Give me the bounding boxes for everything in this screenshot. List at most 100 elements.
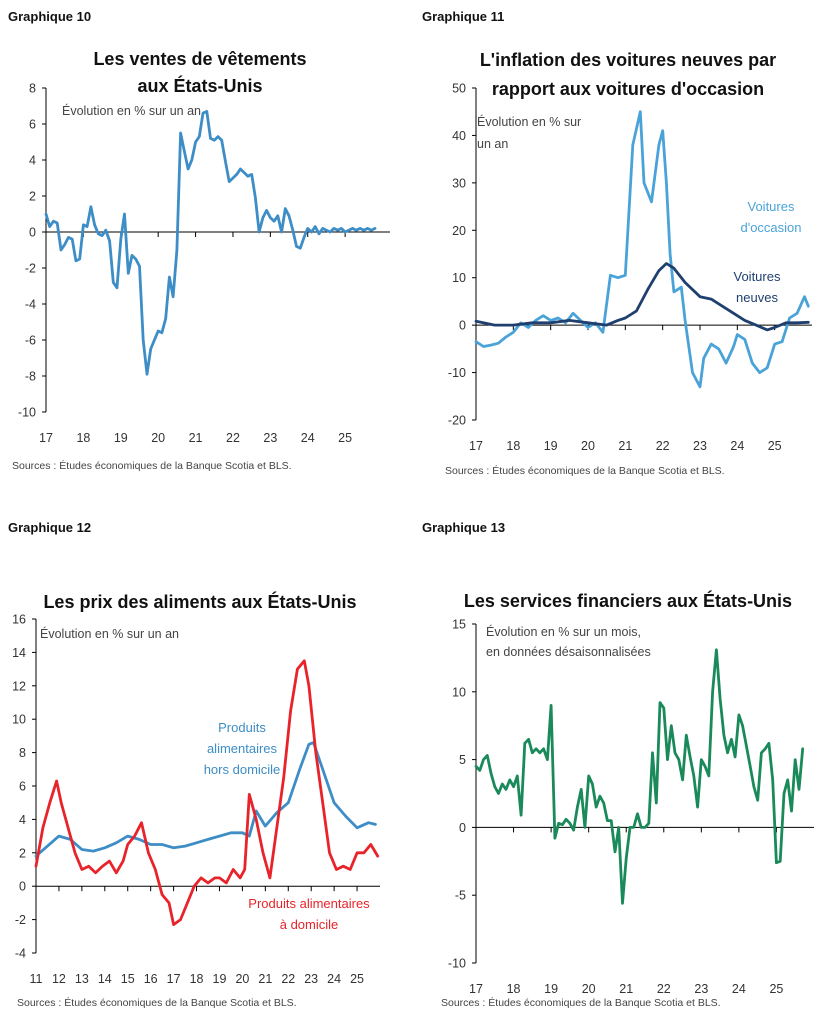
x-tick-label: 18: [76, 431, 90, 445]
chart-source: Sources : Études économiques de la Banqu…: [12, 459, 292, 472]
x-tick-label: 14: [98, 972, 112, 986]
chart-note: Évolution en % sur un an: [40, 626, 179, 641]
x-tick-label: 12: [52, 972, 66, 986]
x-tick-label: 23: [693, 439, 707, 453]
series-line-1: [474, 110, 810, 389]
x-tick-label: 20: [235, 972, 249, 986]
series-line-1: [34, 741, 377, 858]
x-tick-label: 18: [507, 982, 521, 996]
x-tick-label: 15: [121, 972, 135, 986]
chart-source: Sources : Études économiques de la Banqu…: [17, 996, 297, 1009]
series-label: alimentaires: [207, 741, 278, 756]
x-tick-label: 17: [167, 972, 181, 986]
y-tick-label: -6: [25, 334, 36, 348]
x-tick-label: 17: [39, 431, 53, 445]
series-label: à domicile: [280, 917, 339, 932]
series-label: Produits alimentaires: [248, 896, 370, 911]
chart-panel-g10: Graphique 10 Les ventes de vêtements aux É…: [0, 0, 414, 511]
x-tick-label: 19: [114, 431, 128, 445]
y-tick-label: 0: [459, 821, 466, 835]
chart-title: rapport aux voitures d'occasion: [492, 79, 764, 99]
chart-svg-g12: Graphique 12 Les prix des aliments aux Ét…: [8, 520, 380, 1009]
series-label: d'occasion: [740, 220, 801, 235]
chart-panel-g11: Graphique 11 L'inflation des voitures neu…: [414, 0, 828, 511]
x-tick-label: 18: [190, 972, 204, 986]
x-tick-label: 21: [258, 972, 272, 986]
x-tick-label: 19: [213, 972, 227, 986]
x-tick-label: 23: [694, 982, 708, 996]
x-tick-label: 13: [75, 972, 89, 986]
x-tick-label: 21: [619, 982, 633, 996]
x-tick-label: 17: [469, 982, 483, 996]
series-line-1: [474, 648, 805, 905]
y-tick-label: 50: [452, 82, 466, 96]
x-tick-label: 11: [30, 972, 43, 986]
x-tick-label: 21: [618, 439, 632, 453]
chart-number: Graphique 12: [8, 520, 91, 535]
x-tick-label: 24: [327, 972, 341, 986]
y-tick-label: -4: [15, 947, 26, 961]
x-tick-label: 16: [144, 972, 158, 986]
y-tick-label: 5: [459, 753, 466, 767]
chart-number: Graphique 10: [8, 9, 91, 24]
chart-title: aux États-Unis: [137, 75, 262, 96]
x-tick-label: 24: [732, 982, 746, 996]
series-label: Produits: [218, 720, 266, 735]
x-tick-label: 25: [338, 431, 352, 445]
x-tick-label: 20: [582, 982, 596, 996]
y-tick-label: 4: [19, 813, 26, 827]
y-tick-label: 4: [29, 154, 36, 168]
y-tick-label: 12: [12, 679, 26, 693]
x-tick-label: 22: [656, 439, 670, 453]
x-tick-label: 25: [350, 972, 364, 986]
chart-title: Les ventes de vêtements: [93, 49, 306, 69]
y-tick-label: 40: [452, 129, 466, 143]
series-line-2: [474, 262, 810, 332]
chart-panel-g12: Graphique 12 Les prix des aliments aux Ét…: [0, 511, 414, 1022]
series-label: hors domicile: [204, 762, 281, 777]
y-tick-label: -10: [18, 406, 36, 420]
y-tick-label: 10: [452, 271, 466, 285]
y-tick-label: 2: [29, 190, 36, 204]
chart-number: Graphique 11: [422, 9, 504, 24]
y-tick-label: 8: [19, 746, 26, 760]
y-tick-label: -20: [448, 414, 466, 428]
chart-title: L'inflation des voitures neuves par: [480, 50, 776, 70]
y-tick-label: 30: [452, 176, 466, 190]
chart-svg-g13: Graphique 13 Les services financiers aux …: [422, 520, 814, 1009]
chart-number: Graphique 13: [422, 520, 505, 535]
x-tick-label: 24: [301, 431, 315, 445]
y-tick-label: -2: [25, 262, 36, 276]
chart-panel-g13: Graphique 13 Les services financiers aux …: [414, 511, 828, 1022]
series-label: neuves: [736, 290, 778, 305]
chart-svg-g11: Graphique 11 L'inflation des voitures neu…: [422, 9, 812, 477]
y-tick-label: 14: [12, 646, 26, 660]
chart-source: Sources : Études économiques de la Banqu…: [445, 464, 725, 477]
x-tick-label: 19: [544, 439, 558, 453]
y-tick-label: -10: [448, 957, 466, 971]
chart-svg-g10: Graphique 10 Les ventes de vêtements aux É…: [8, 9, 390, 472]
chart-title: Les services financiers aux États-Unis: [464, 590, 792, 611]
chart-note: un an: [477, 137, 508, 151]
chart-note: Évolution en % sur: [477, 114, 581, 129]
y-tick-label: 0: [19, 880, 26, 894]
series-line-1: [44, 110, 377, 376]
x-tick-label: 22: [226, 431, 240, 445]
x-tick-label: 25: [768, 439, 782, 453]
x-tick-label: 20: [151, 431, 165, 445]
y-tick-label: -4: [25, 298, 36, 312]
y-tick-label: 20: [452, 224, 466, 238]
series-label: Voitures: [734, 269, 781, 284]
y-tick-label: 0: [29, 226, 36, 240]
y-tick-label: -10: [448, 366, 466, 380]
y-tick-label: 2: [19, 846, 26, 860]
chart-note: Évolution en % sur un an: [62, 103, 201, 118]
y-tick-label: 6: [19, 780, 26, 794]
series-line-2: [34, 659, 380, 927]
y-tick-label: 16: [12, 613, 26, 627]
y-tick-label: 10: [452, 685, 466, 699]
x-tick-label: 24: [730, 439, 744, 453]
y-tick-label: 10: [12, 713, 26, 727]
x-tick-label: 25: [769, 982, 783, 996]
chart-note: en données désaisonnalisées: [486, 645, 651, 659]
